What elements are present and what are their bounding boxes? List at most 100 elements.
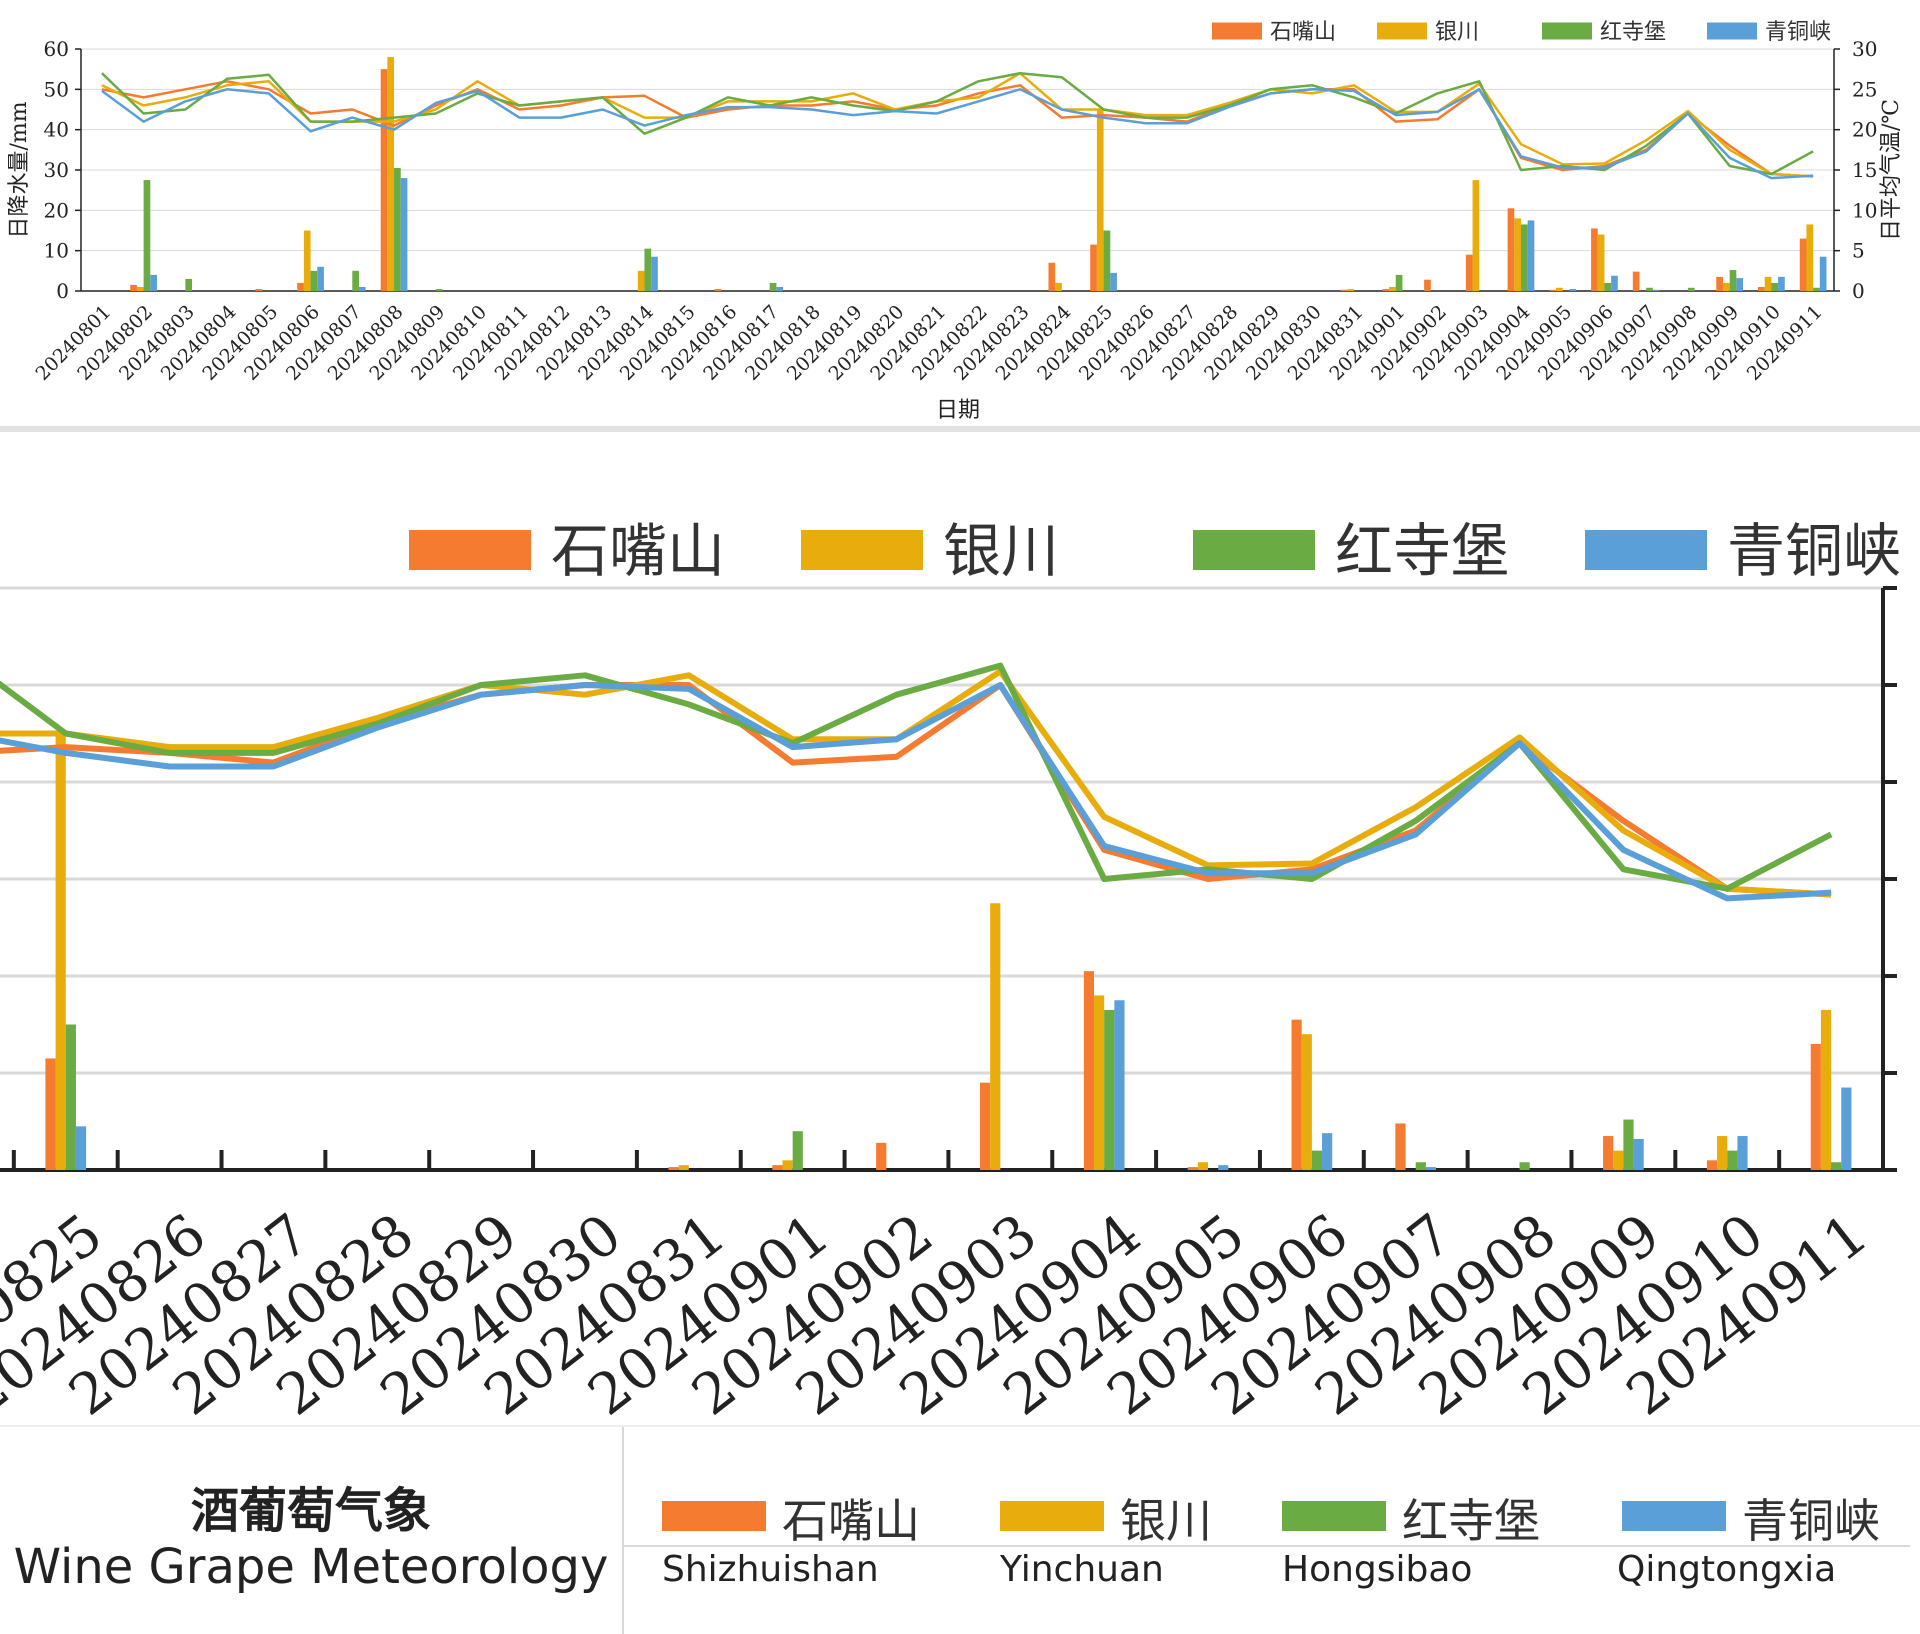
precip-bar-青铜峡-20240907 (1425, 1167, 1437, 1170)
precip-bar-红寺堡-20240808 (394, 167, 401, 291)
precip-bar-青铜峡-20240906 (1322, 1133, 1333, 1170)
precip-bar-红寺堡-20240908 (1519, 1162, 1530, 1170)
precip-bar-红寺堡-20240910 (1727, 1150, 1738, 1170)
precip-bar-石嘴山-20240831 (668, 1167, 679, 1170)
temperature-line-青铜峡 (0, 682, 1832, 902)
precip-bar-石嘴山-20240825 (1090, 244, 1097, 291)
precip-bar-青铜峡-20240911 (1841, 1087, 1852, 1170)
overview-chart: 20240801 20240802 20240803 20240804 20240805… (0, 0, 1920, 432)
precip-bar-青铜峡-20240907 (1652, 289, 1660, 291)
precip-bar-红寺堡-20240911 (1831, 1162, 1842, 1170)
precip-bar-石嘴山-20240816 (714, 288, 722, 291)
precip-bar-石嘴山-20240904 (1507, 208, 1515, 291)
footer-title-zh: 酒葡萄气象 (190, 1483, 431, 1539)
precip-bar-石嘴山-20240901 (772, 1165, 783, 1170)
precip-bar-石嘴山-20240907 (1395, 1123, 1406, 1170)
precip-bar-银川-20240911 (1820, 1009, 1832, 1170)
precip-bar-青铜峡-20240817 (776, 286, 784, 291)
precip-bar-石嘴山-20240909 (1603, 1136, 1614, 1170)
left-tick-label: 10 (44, 239, 69, 263)
right-tick-label: 30 (1852, 37, 1877, 61)
precip-bar-石嘴山-20240808 (380, 69, 388, 292)
precip-bar-青铜峡-20240906 (1611, 275, 1618, 291)
precip-bar-石嘴山-20240904 (1083, 971, 1095, 1170)
precip-bar-青铜峡-20240905 (1569, 288, 1577, 291)
precip-bar-银川-20240824 (1055, 282, 1062, 291)
precip-bar-青铜峡-20240909 (1736, 278, 1744, 291)
precip-bar-银川-20240910 (1764, 276, 1772, 291)
precip-bar-银川-20240814 (637, 270, 645, 291)
precip-bar-银川-20240901 (1389, 286, 1396, 291)
precip-bar-石嘴山-20240905 (1187, 1167, 1198, 1170)
precip-bar-银川-20240808 (387, 57, 395, 291)
precip-bar-青铜峡-20240911 (1819, 256, 1827, 291)
footer-legend-label-zh: 银川 (1120, 1494, 1212, 1548)
footer-title-box: 酒葡萄气象 Wine Grape Meteorology (0, 1427, 624, 1634)
precip-bar-红寺堡-20240901 (792, 1131, 803, 1170)
precip-bar-青铜峡-20240904 (1527, 220, 1535, 291)
precip-bar-红寺堡-20240814 (644, 248, 652, 291)
precip-bar-红寺堡-20240825 (65, 1024, 76, 1170)
footer-legend-divider (622, 1545, 1910, 1547)
precip-bar-银川-20240901 (782, 1160, 793, 1170)
precip-bar-红寺堡-20240908 (1687, 287, 1695, 291)
left-tick-label: 50 (44, 77, 69, 101)
precip-bar-青铜峡-20240806 (317, 266, 324, 291)
precip-bar-石嘴山-20240902 (876, 1142, 887, 1170)
precip-bar-红寺堡-20240910 (1771, 282, 1779, 291)
precip-bar-石嘴山-20240831 (1340, 289, 1348, 291)
temperature-line-红寺堡 (101, 71, 1814, 176)
legend-swatch-石嘴山 (1212, 22, 1262, 40)
footer-legend-label-en: Yinchuan (1000, 1549, 1164, 1590)
precip-bar-红寺堡-20240904 (1520, 224, 1528, 291)
footer-legend-swatch (1282, 1501, 1386, 1531)
precip-bar-青铜峡-20240910 (1737, 1136, 1748, 1170)
precip-bar-红寺堡-20240911 (1813, 287, 1820, 291)
precip-bar-红寺堡-20240904 (1104, 1009, 1115, 1170)
footer-legend-label-zh: 石嘴山 (782, 1494, 920, 1548)
precip-bar-石嘴山-20240802 (130, 284, 137, 291)
precip-bar-青铜峡-20240825 (75, 1126, 87, 1170)
precip-bar-银川-20240911 (1806, 224, 1814, 291)
legend-label-青铜峡: 青铜峡 (1727, 517, 1901, 585)
left-tick-label: 0 (56, 279, 69, 303)
precip-bar-银川-20240831 (678, 1165, 689, 1170)
precip-bar-银川-20240909 (1722, 282, 1730, 291)
precip-bar-红寺堡-20240802 (143, 180, 151, 291)
footer-legend-label-en: Hongsibao (1282, 1549, 1473, 1590)
precip-bar-银川-20240903 (990, 903, 1001, 1170)
precip-bar-红寺堡-20240909 (1729, 270, 1737, 291)
legend-label-石嘴山: 石嘴山 (1270, 20, 1336, 45)
footer-legend-label-zh: 青铜峡 (1742, 1494, 1880, 1548)
precip-bar-石嘴山-20240907 (1632, 271, 1640, 291)
precip-bar-青铜峡-20240814 (651, 256, 658, 291)
left-tick-label: 20 (44, 198, 69, 222)
left-tick-label: 30 (44, 158, 69, 182)
precip-bar-青铜峡-20240909 (1633, 1138, 1644, 1170)
precip-bar-石嘴山-20240911 (1799, 238, 1807, 291)
precip-bar-石嘴山-20240910 (1758, 286, 1765, 291)
right-tick-label: 0 (1852, 279, 1865, 303)
right-tick-label: 15 (1852, 158, 1877, 182)
precip-bar-银川-20240909 (1613, 1150, 1624, 1170)
precip-bar-石嘴山-20240906 (1291, 1019, 1302, 1170)
precip-bar-红寺堡-20240825 (1103, 230, 1111, 291)
precip-bar-红寺堡-20240807 (352, 270, 359, 291)
precip-bar-银川-20240806 (303, 230, 311, 291)
precip-bar-银川-20240903 (1472, 180, 1480, 291)
precip-bar-银川-20240904 (1514, 218, 1521, 291)
footer-legend-swatch (662, 1501, 766, 1531)
zoomed-chart: 20240824 20240825 20240826 20240827 20240828… (0, 432, 1920, 1432)
legend-label-红寺堡: 红寺堡 (1335, 517, 1509, 585)
precip-bar-石嘴山-20240906 (1591, 228, 1598, 291)
precip-bar-青铜峡-20240825 (1110, 272, 1117, 291)
precip-bar-青铜峡-20240904 (1114, 1000, 1125, 1170)
left-axis-title: 日降水量/mm (7, 101, 32, 238)
legend-swatch-石嘴山 (409, 530, 531, 570)
precip-bar-石嘴山-20240911 (1810, 1043, 1821, 1170)
legend-label-银川: 银川 (1435, 20, 1479, 45)
precip-bar-石嘴山-20240825 (45, 1058, 56, 1170)
footer-title-en: Wine Grape Meteorology (13, 1539, 609, 1595)
footer-legend-swatch (1622, 1501, 1726, 1531)
legend-swatch-青铜峡 (1707, 22, 1757, 40)
